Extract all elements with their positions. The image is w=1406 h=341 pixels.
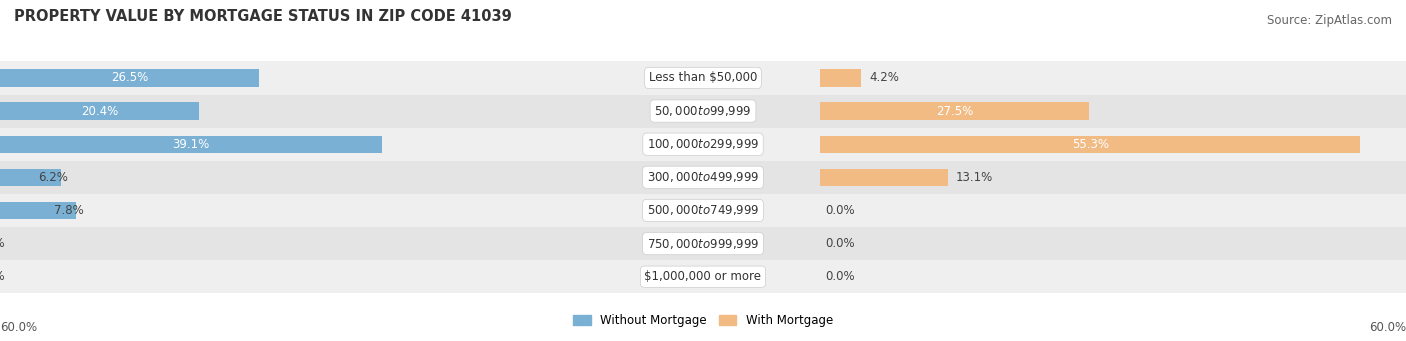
Bar	[820, 94, 1406, 128]
Bar	[586, 61, 820, 94]
Text: 39.1%: 39.1%	[173, 138, 209, 151]
Text: 0.0%: 0.0%	[825, 204, 855, 217]
Text: 0.0%: 0.0%	[825, 237, 855, 250]
Bar	[586, 194, 820, 227]
Bar	[820, 227, 1406, 260]
Text: $300,000 to $499,999: $300,000 to $499,999	[647, 170, 759, 184]
Bar	[0, 61, 586, 94]
Text: 6.2%: 6.2%	[38, 171, 69, 184]
Bar	[586, 128, 820, 161]
Bar	[820, 136, 1360, 153]
Text: $50,000 to $99,999: $50,000 to $99,999	[654, 104, 752, 118]
Bar	[0, 94, 586, 128]
Text: 0.0%: 0.0%	[0, 237, 4, 250]
Bar	[0, 260, 586, 293]
Bar	[0, 202, 76, 219]
Bar	[0, 161, 586, 194]
Text: $1,000,000 or more: $1,000,000 or more	[644, 270, 762, 283]
Bar	[0, 102, 200, 120]
Text: 20.4%: 20.4%	[82, 105, 118, 118]
Bar	[820, 161, 1406, 194]
Text: 60.0%: 60.0%	[1369, 321, 1406, 334]
Text: PROPERTY VALUE BY MORTGAGE STATUS IN ZIP CODE 41039: PROPERTY VALUE BY MORTGAGE STATUS IN ZIP…	[14, 9, 512, 24]
Text: $500,000 to $749,999: $500,000 to $749,999	[647, 204, 759, 218]
Bar	[820, 69, 860, 87]
Text: 13.1%: 13.1%	[956, 171, 993, 184]
Text: 55.3%: 55.3%	[1071, 138, 1109, 151]
Text: Less than $50,000: Less than $50,000	[648, 72, 758, 85]
Bar	[0, 69, 259, 87]
Text: $750,000 to $999,999: $750,000 to $999,999	[647, 237, 759, 251]
Bar	[0, 169, 60, 186]
Bar	[0, 136, 382, 153]
Text: 0.0%: 0.0%	[825, 270, 855, 283]
Bar	[820, 194, 1406, 227]
Text: 60.0%: 60.0%	[0, 321, 37, 334]
Text: 0.0%: 0.0%	[0, 270, 4, 283]
Bar	[820, 61, 1406, 94]
Text: Source: ZipAtlas.com: Source: ZipAtlas.com	[1267, 14, 1392, 27]
Text: 26.5%: 26.5%	[111, 72, 148, 85]
Bar	[820, 102, 1088, 120]
Bar	[0, 194, 586, 227]
Bar	[0, 227, 586, 260]
Bar	[820, 169, 948, 186]
Text: 27.5%: 27.5%	[936, 105, 973, 118]
Bar	[820, 128, 1406, 161]
Bar	[586, 161, 820, 194]
Bar	[586, 260, 820, 293]
Bar	[586, 227, 820, 260]
Bar	[586, 94, 820, 128]
Legend: Without Mortgage, With Mortgage: Without Mortgage, With Mortgage	[568, 309, 838, 332]
Bar	[0, 128, 586, 161]
Text: $100,000 to $299,999: $100,000 to $299,999	[647, 137, 759, 151]
Text: 7.8%: 7.8%	[55, 204, 84, 217]
Text: 4.2%: 4.2%	[869, 72, 898, 85]
Bar	[820, 260, 1406, 293]
